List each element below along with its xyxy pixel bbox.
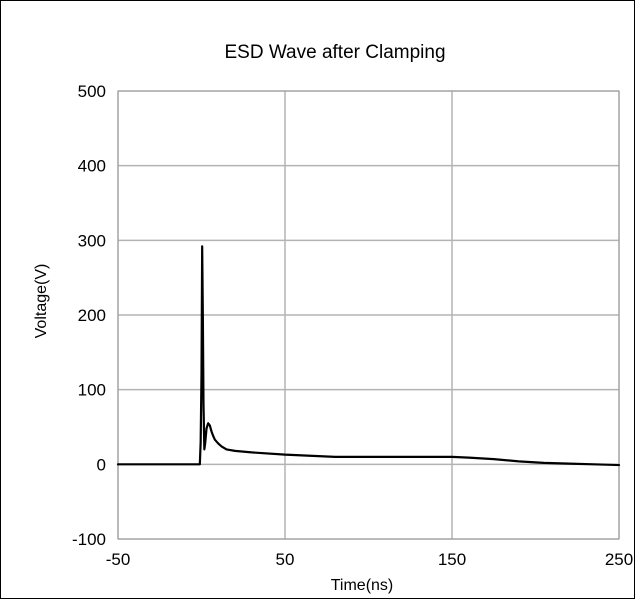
plot-border — [117, 90, 620, 540]
x-tick-label: 50 — [276, 550, 295, 569]
y-tick-label: 500 — [78, 82, 106, 101]
y-axis-tick-labels: -100 0 100 200 300 400 500 — [72, 82, 106, 549]
x-axis-label: Time(ns) — [331, 577, 394, 594]
series-layer — [116, 245, 621, 467]
x-axis-tick-labels: -50 50 150 250 — [106, 550, 633, 569]
y-axis-label: Voltage(V) — [33, 264, 50, 339]
y-tick-label: -100 — [72, 530, 106, 549]
y-tick-label: 300 — [78, 231, 106, 250]
y-tick-label: 100 — [78, 381, 106, 400]
grid — [117, 90, 620, 540]
series-line-0 — [116, 245, 621, 467]
y-tick-label: 0 — [97, 455, 106, 474]
x-tick-label: -50 — [106, 550, 131, 569]
y-tick-label: 200 — [78, 306, 106, 325]
x-tick-label: 250 — [605, 550, 633, 569]
x-tick-label: 150 — [438, 550, 466, 569]
chart-title: ESD Wave after Clamping — [224, 42, 445, 63]
y-tick-label: 400 — [78, 157, 106, 176]
